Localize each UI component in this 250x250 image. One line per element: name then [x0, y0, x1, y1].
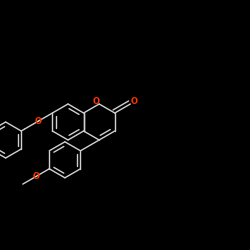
Text: O: O — [32, 172, 40, 181]
Text: O: O — [93, 96, 100, 106]
Text: O: O — [130, 98, 137, 106]
Text: O: O — [35, 116, 42, 126]
